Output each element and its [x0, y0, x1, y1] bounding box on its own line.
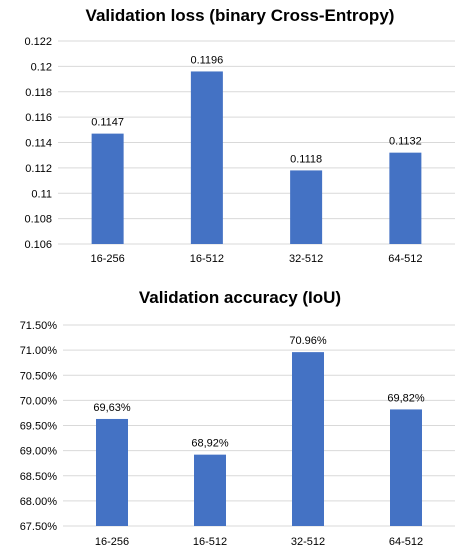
y-tick-label: 70.00%: [20, 395, 58, 407]
x-tick-label: 16-512: [193, 536, 227, 548]
y-tick-label: 0.11: [31, 188, 52, 200]
bar-64-512: [390, 409, 422, 526]
bar-16-256: [91, 133, 124, 244]
data-label: 70.96%: [289, 335, 327, 347]
data-label: 0.1132: [389, 136, 422, 148]
data-label: 69,63%: [93, 402, 131, 414]
y-tick-label: 68.00%: [20, 496, 58, 508]
x-tick-label: 16-256: [90, 253, 124, 265]
x-tick-label: 16-512: [190, 253, 224, 265]
bar-32-512: [292, 352, 324, 526]
data-label: 0.1147: [91, 117, 124, 129]
bar-64-512: [389, 152, 422, 244]
bar-32-512: [290, 170, 323, 244]
bar-16-512: [194, 454, 226, 526]
x-tick-label: 64-512: [389, 536, 423, 548]
y-tick-label: 0.106: [24, 239, 52, 251]
y-tick-label: 0.114: [25, 138, 52, 150]
x-tick-label: 16-256: [95, 536, 129, 548]
y-tick-label: 71.50%: [20, 320, 58, 332]
y-tick-label: 71.00%: [20, 345, 58, 357]
data-label: 69,82%: [387, 392, 425, 404]
validation-loss-chart: Validation loss (binary Cross-Entropy) 0…: [24, 6, 455, 265]
x-tick-label: 32-512: [289, 253, 323, 265]
y-tick-label: 70.50%: [20, 370, 58, 382]
data-label: 68,92%: [191, 438, 229, 450]
y-tick-label: 69.00%: [20, 446, 58, 458]
y-tick-label: 0.108: [24, 214, 52, 226]
y-tick-label: 0.112: [25, 163, 52, 175]
y-tick-label: 69.50%: [20, 421, 58, 433]
y-tick-label: 0.116: [25, 112, 52, 124]
y-tick-label: 0.12: [31, 61, 52, 73]
data-label: 0.1196: [190, 54, 223, 66]
y-tick-label: 0.118: [25, 87, 52, 99]
y-tick-label: 67.50%: [20, 521, 58, 533]
bar-16-512: [190, 71, 223, 244]
chart-title: Validation loss (binary Cross-Entropy): [86, 6, 395, 25]
validation-accuracy-chart: Validation accuracy (IoU) 67.50% 68.00% 68…: [20, 288, 455, 548]
y-tick-label: 68.50%: [20, 471, 58, 483]
y-tick-label: 0.122: [24, 36, 52, 48]
x-tick-label: 64-512: [388, 253, 422, 265]
chart-title: Validation accuracy (IoU): [139, 288, 341, 307]
bar-16-256: [96, 418, 128, 526]
data-label: 0.1118: [290, 153, 322, 165]
x-tick-label: 32-512: [291, 536, 325, 548]
